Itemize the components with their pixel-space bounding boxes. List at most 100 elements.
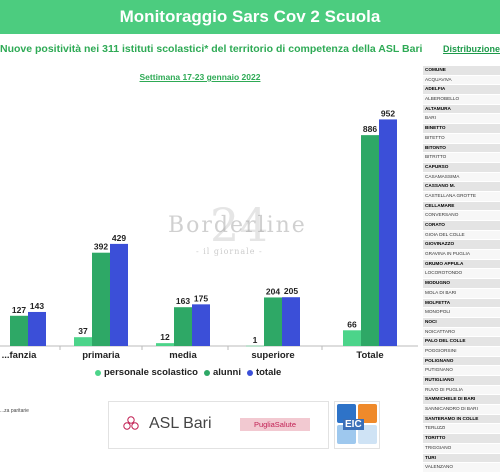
bar-totale-3 [282,297,300,346]
category-label-1: primaria [82,350,120,361]
comuni-row: BARI [423,114,500,125]
bar-totale-2 [192,304,210,346]
data-label-alunni-3: 204 [266,286,280,296]
comuni-row: TURI [423,453,500,464]
eic-quadrant-1 [337,404,356,423]
comuni-row: CAPURSO [423,162,500,173]
asl-logo-panel: ASL Bari PugliaSalute [108,401,329,449]
comuni-row: LOCOROTONDO [423,269,500,280]
legend-dot-totale [246,369,253,376]
comuni-row: CONVERSANO [423,211,500,221]
bar-personale-scolastico-4 [343,330,361,346]
comuni-row: TERLIZZI [423,424,500,435]
comuni-row: MOLFETTA [423,298,500,309]
eic-quadrant-2 [358,404,377,423]
comuni-row: RUTIGLIANO [423,376,500,386]
comuni-row: PALO DEL COLLE [423,337,500,347]
comuni-row: CASAMASSIMA [423,172,500,183]
bar-totale-4 [379,119,397,346]
comuni-row: GRAVINA IN PUGLIA [423,250,500,260]
bar-personale-scolastico-1 [74,337,92,346]
comuni-row: TORITTO [423,434,500,444]
bar-alunni-4 [361,135,379,346]
category-label-0: ...fanzia [2,350,38,361]
eic-logo-text: EIC [343,419,364,430]
comuni-table: COMUNE ACQUAVIVA ADELFIA ALBEROBELLO ALTAMUR… [423,66,500,473]
footnote: ...za paritarie [0,408,29,414]
eic-logo: EIC [334,401,380,449]
watermark-subtitle: - il giornale - [196,247,263,256]
comuni-row: SAMMICHELE DI BARI [423,395,500,406]
data-label-totale-3: 205 [284,286,298,296]
bar-chart: 127 143 ...fanzia 37 392 429 primaria 12 163 175 m… [0,108,418,361]
comuni-row: POLIGNANO [423,356,500,367]
data-label-totale-1: 429 [112,233,126,243]
chart-subtitle: Nuove positività nei 311 istituti scolas… [0,43,423,55]
comuni-row: CELLAMARE [423,201,500,212]
comuni-row: BINETTO [423,124,500,134]
legend-dot-alunni [203,369,210,376]
bar-alunni-0 [10,315,28,346]
comuni-row: CORATO [423,221,500,231]
data-label-alunni-2: 163 [176,296,190,306]
legend-label-personale: personale scolastico [104,367,198,378]
comuni-row: ACQUAVIVA [423,75,500,86]
comuni-row: SANNICANDRO DI BARI [423,405,500,415]
data-label-personale-scolastico-1: 37 [78,326,88,336]
comuni-row: PUTIGNANO [423,366,500,376]
data-label-personale-scolastico-4: 66 [347,319,357,329]
comuni-row: VALENZANO [423,463,500,473]
legend-item-personale: personale scolastico [95,367,198,378]
bar-alunni-2 [174,307,192,346]
legend-item-alunni: alunni [203,367,241,378]
puglia-salute-logo: PugliaSalute [240,418,310,431]
page-title: Monitoraggio Sars Cov 2 Scuola [119,7,381,26]
legend-dot-personale [95,369,101,376]
legend-item-totale: totale [246,367,282,378]
header-banner: Monitoraggio Sars Cov 2 Scuola [0,0,500,34]
bar-alunni-1 [92,252,110,346]
comuni-row: NOICATTARO [423,327,500,338]
data-label-alunni-4: 886 [363,124,377,134]
week-label: Settimana 17-23 gennaio 2022 [139,72,261,82]
bar-personale-scolastico-2 [156,343,174,346]
comuni-row: TRIGGIANO [423,443,500,454]
bar-totale-1 [110,243,128,346]
distribution-title: Distribuzione te [443,44,500,54]
category-label-3: superiore [251,350,294,361]
legend-label-alunni: alunni [212,367,241,378]
asl-flower-icon [123,416,139,430]
comuni-row: GRUMO APPULA [423,259,500,270]
legend-label-totale: totale [255,367,282,378]
comuni-row: NOCI [423,317,500,328]
comuni-row: CASTELLANA GROTTE [423,191,500,202]
data-label-totale-0: 143 [30,301,44,311]
data-label-alunni-0: 127 [12,305,26,315]
bar-personale-scolastico-3 [246,345,264,347]
comuni-row: MODUGNO [423,279,500,289]
bar-totale-0 [28,311,46,346]
comuni-table-header: COMUNE [423,66,500,76]
data-label-alunni-1: 392 [94,242,108,252]
watermark-text: Borderline [168,213,307,238]
data-label-personale-scolastico-2: 12 [160,332,170,342]
bar-alunni-3 [264,297,282,346]
chart-legend: personale scolastico alunni totale [95,367,287,378]
comuni-row: ALBEROBELLO [423,95,500,105]
comuni-row: RUVO DI PUGLIA [423,385,500,396]
comuni-row: BITRITTO [423,153,500,163]
comuni-row: MONOPOLI [423,308,500,318]
data-label-totale-2: 175 [194,293,208,303]
category-label-2: media [169,350,197,361]
asl-logo-text: ASL Bari [149,415,212,432]
comuni-row: BITETTO [423,133,500,144]
comuni-row: ADELFIA [423,85,500,96]
comuni-row: GIOVINAZZO [423,240,500,251]
comuni-row: BITONTO [423,143,500,154]
comuni-row: SANTERAMO IN COLLE [423,414,500,425]
comuni-row: MOLA DI BARI [423,288,500,299]
watermark-number: 24 [210,198,269,252]
category-label-4: Totale [356,350,383,361]
comuni-row: GIOIA DEL COLLE [423,230,500,241]
data-label-totale-4: 952 [381,108,395,118]
